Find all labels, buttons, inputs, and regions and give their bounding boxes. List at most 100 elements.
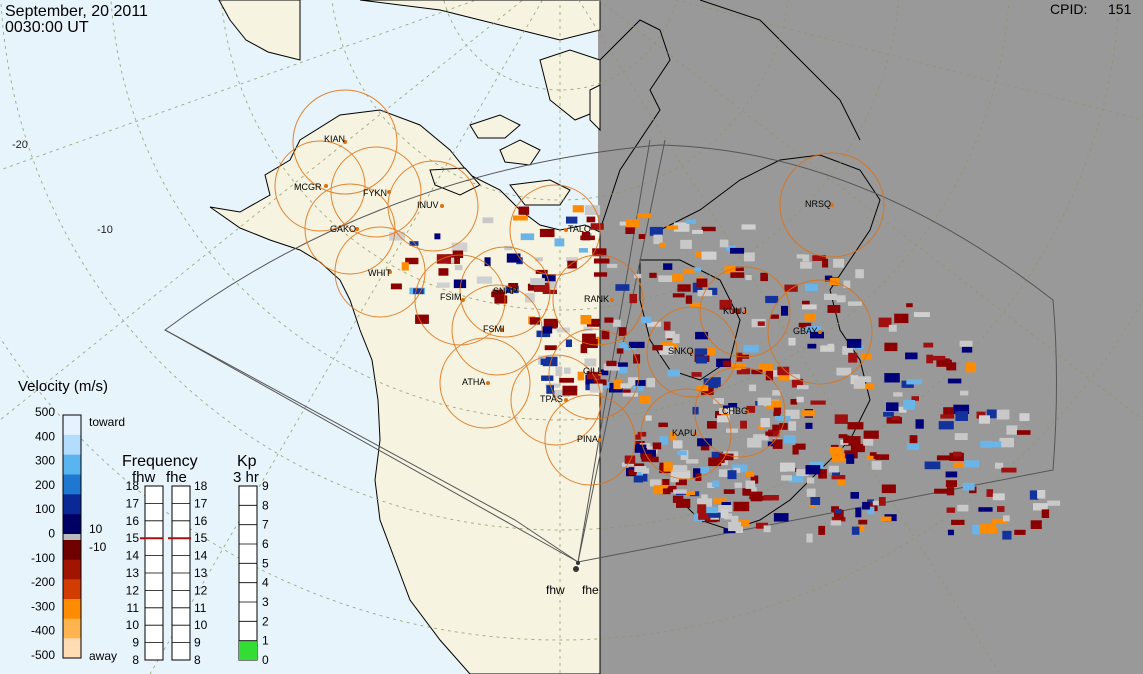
frequency-tick-fhe: 18	[194, 479, 208, 493]
velocity-vector	[647, 321, 661, 327]
velocity-vector	[482, 217, 494, 224]
velocity-vector	[962, 482, 975, 491]
velocity-vector	[740, 420, 747, 429]
velocity-vector	[663, 321, 671, 331]
velocity-vector	[555, 366, 563, 377]
velocity-vector	[695, 356, 707, 364]
velocity-vector	[580, 315, 592, 325]
velocity-vector	[768, 429, 780, 437]
velocity-vector	[820, 345, 835, 352]
velocity-vector	[878, 497, 886, 506]
velocity-vector	[640, 453, 652, 460]
velocity-tick: 100	[35, 502, 55, 516]
velocity-vector	[881, 484, 896, 494]
velocity-vector	[806, 533, 813, 543]
frequency-tick-fhw: 11	[127, 601, 140, 615]
velocity-vector	[645, 415, 652, 421]
colorbar-segment	[63, 474, 81, 495]
radar-beam-edge-west	[164, 329, 579, 563]
velocity-vector	[594, 258, 610, 264]
velocity-vector	[713, 498, 727, 504]
velocity-vector	[894, 313, 909, 324]
velocity-vector	[807, 343, 817, 349]
velocity-vector	[730, 272, 745, 278]
velocity-vector	[745, 275, 752, 281]
velocity-vector	[506, 253, 521, 263]
velocity-vector	[697, 498, 712, 508]
radar-label-fhe: fhe	[582, 583, 599, 597]
frequency-tick-fhw: 13	[126, 566, 140, 580]
frequency-tick-fhw: 17	[126, 496, 140, 510]
frequency-bars: 18 18 17 17 16 16 15 15 14 14 13 13 12 12 11 11 10 10 9 9 8 8	[126, 479, 208, 667]
velocity-vector	[954, 433, 968, 440]
velocity-vector	[843, 280, 851, 288]
grid-labels: -20 -10	[12, 139, 113, 236]
ground-scatter-neg: -10	[89, 540, 107, 554]
velocity-vector	[997, 506, 1005, 512]
velocity-vector	[628, 469, 637, 476]
velocity-vector	[594, 272, 608, 277]
velocity-vector	[897, 406, 906, 412]
svg-text:-20: -20	[12, 139, 28, 151]
velocity-vector	[781, 305, 789, 316]
frequency-tick-fhw: 8	[132, 653, 139, 667]
velocity-vector	[991, 518, 1008, 524]
velocity-vector	[773, 407, 782, 414]
velocity-vector	[875, 454, 890, 460]
velocity-vector	[707, 482, 715, 488]
velocity-away-label: away	[89, 649, 117, 663]
velocity-vector	[717, 415, 730, 423]
cpid-value: 151	[1108, 1, 1132, 17]
velocity-vector	[830, 446, 843, 455]
velocity-vector	[1029, 490, 1039, 500]
velocity-vector	[541, 274, 556, 282]
velocity-vector	[880, 516, 892, 521]
velocity-vector	[624, 455, 636, 464]
velocity-vector	[1019, 413, 1030, 422]
velocity-vector	[686, 490, 696, 495]
velocity-vector	[543, 318, 558, 329]
kp-tick: 6	[262, 537, 269, 551]
velocity-vector	[980, 523, 996, 534]
velocity-vector	[781, 475, 792, 481]
velocity-vector	[1033, 503, 1048, 511]
velocity-vector	[592, 248, 607, 257]
velocity-vector	[886, 417, 902, 424]
kp-tick: 3	[262, 595, 269, 609]
velocity-vector	[830, 520, 842, 526]
velocity-vector	[1006, 425, 1018, 435]
velocity-vector	[673, 489, 687, 494]
velocity-vector	[959, 340, 973, 347]
velocity-vector	[947, 378, 962, 384]
velocity-vector	[723, 489, 735, 494]
velocity-vector	[698, 510, 710, 520]
velocity-vector	[810, 497, 821, 505]
velocity-vector	[1001, 467, 1017, 473]
velocity-vector	[760, 418, 770, 428]
velocity-vector	[612, 319, 621, 327]
velocity-vector	[758, 424, 765, 430]
velocity-vector	[619, 221, 628, 226]
velocity-vector	[760, 272, 768, 282]
velocity-vector	[652, 345, 663, 351]
velocity-vector	[544, 345, 557, 351]
velocity-vector	[618, 366, 628, 374]
velocity-vector	[676, 498, 691, 508]
velocity-vector	[806, 488, 816, 497]
velocity-vector	[961, 346, 973, 353]
velocity-vector	[929, 355, 946, 361]
velocity-vector	[713, 398, 724, 404]
velocity-vector	[567, 260, 577, 269]
velocity-vector	[772, 390, 781, 396]
velocity-vector	[628, 377, 639, 387]
velocity-vector	[541, 375, 554, 381]
radar-fov-outline	[164, 144, 1057, 563]
frequency-tick-fhe: 9	[194, 636, 201, 650]
velocity-vector	[677, 284, 691, 292]
velocity-vector	[913, 312, 930, 317]
frequency-tick-fhe: 11	[194, 601, 207, 615]
cpid-label: CPID:	[1050, 1, 1087, 17]
velocity-vector	[745, 471, 755, 477]
velocity-vector	[565, 339, 572, 347]
velocity-vector	[641, 456, 655, 462]
